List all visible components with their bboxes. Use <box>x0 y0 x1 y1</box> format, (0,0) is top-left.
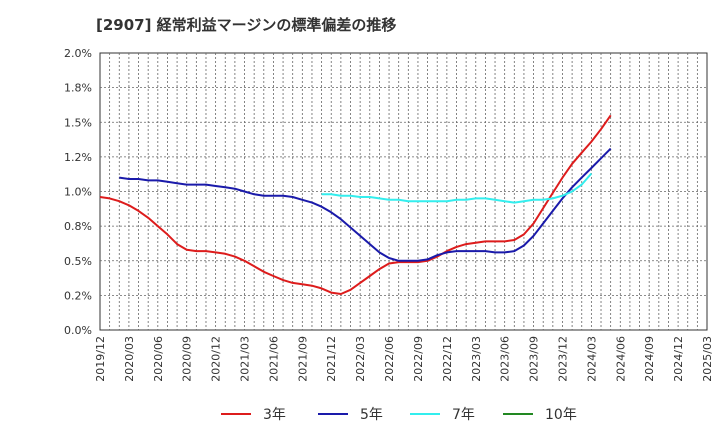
y-tick-label: 0.8% <box>64 220 92 233</box>
x-tick-label: 2022/03 <box>354 336 367 382</box>
y-tick-label: 1.2% <box>64 151 92 164</box>
x-tick-label: 2020/12 <box>210 336 223 382</box>
x-tick-label: 2020/09 <box>181 336 194 382</box>
y-tick-label: 0.0% <box>64 324 92 337</box>
x-axis-ticks: 2019/12 2020/03 2020/06 2020/09 2020/12 2021/… <box>94 336 714 382</box>
legend: 3年 5年 7年 10年 <box>221 407 577 423</box>
y-tick-label: 1.8% <box>64 82 92 95</box>
series-line <box>119 147 612 262</box>
series-lines <box>99 114 612 295</box>
x-tick-label: 2024/06 <box>614 336 627 382</box>
x-tick-label: 2021/09 <box>296 336 309 382</box>
y-tick-label: 1.5% <box>64 116 92 129</box>
legend-label: 7年 <box>452 407 475 423</box>
y-tick-label: 2.0% <box>64 47 92 60</box>
y-tick-label: 0.5% <box>64 255 92 268</box>
x-tick-label: 2024/12 <box>672 336 685 382</box>
x-tick-label: 2020/03 <box>123 336 136 382</box>
y-axis-ticks: 0.0% 0.2% 0.5% 0.8% 1.0% 1.2% 1.5% 1.8% 2.0% <box>64 47 92 337</box>
x-tick-label: 2021/03 <box>239 336 252 382</box>
series-line <box>99 114 612 295</box>
legend-label: 10年 <box>545 407 577 423</box>
x-tick-label: 2023/03 <box>470 336 483 382</box>
x-tick-label: 2021/06 <box>267 336 280 382</box>
x-tick-label: 2021/12 <box>325 336 338 382</box>
x-tick-label: 2023/09 <box>528 336 541 382</box>
y-tick-label: 0.2% <box>64 289 92 302</box>
plot-area <box>99 52 708 331</box>
x-tick-label: 2024/03 <box>585 336 598 382</box>
x-tick-label: 2020/06 <box>152 336 165 382</box>
x-tick-label: 2022/12 <box>441 336 454 382</box>
series-line <box>321 172 593 204</box>
x-tick-label: 2023/06 <box>499 336 512 382</box>
y-tick-label: 1.0% <box>64 186 92 199</box>
x-tick-label: 2022/06 <box>383 336 396 382</box>
chart-title: [2907] 経常利益マージンの標準偏差の推移 <box>96 16 397 34</box>
legend-label: 3年 <box>263 407 286 423</box>
x-tick-label: 2022/09 <box>412 336 425 382</box>
x-tick-label: 2024/09 <box>643 336 656 382</box>
x-tick-label: 2025/03 <box>701 336 714 382</box>
legend-label: 5年 <box>360 407 383 423</box>
x-tick-label: 2019/12 <box>94 336 107 382</box>
x-tick-label: 2023/12 <box>556 336 569 382</box>
